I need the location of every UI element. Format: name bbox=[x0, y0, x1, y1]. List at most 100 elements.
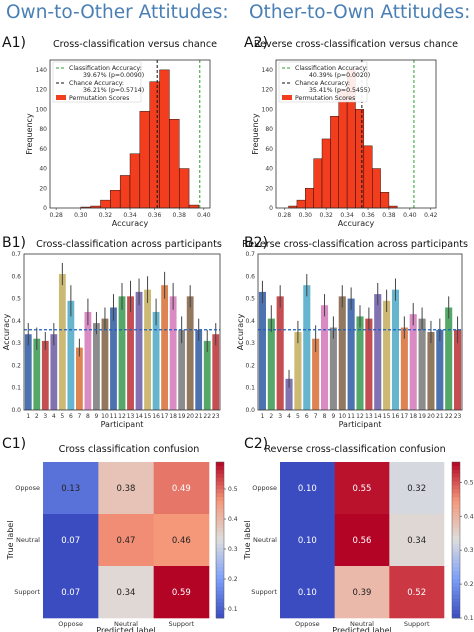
hist-bar bbox=[372, 168, 381, 209]
participant-bar bbox=[294, 332, 302, 410]
y-tick-label: 0.1 bbox=[11, 385, 21, 392]
y-tick-label: 0.7 bbox=[11, 251, 21, 258]
x-tick-label: 0.42 bbox=[424, 212, 438, 219]
y-tick-label: 0.7 bbox=[245, 251, 255, 258]
x-tick-label: 7 bbox=[314, 413, 318, 420]
colorbar-segment bbox=[216, 497, 224, 502]
x-tick-label: 10 bbox=[101, 413, 109, 420]
participant-bar bbox=[267, 318, 275, 410]
colorbar-segment bbox=[216, 501, 224, 506]
heatmap-cell bbox=[153, 514, 210, 567]
colorbar-segment bbox=[452, 575, 460, 580]
x-axis-label: Participant bbox=[339, 420, 382, 429]
heatmap-cell bbox=[43, 462, 99, 515]
colorbar-segment bbox=[452, 610, 460, 615]
y-tick-label: 20 bbox=[39, 185, 47, 192]
c2-heatmap: 0.10 0.55 0.32 0.10 0.56 0.34 0.10 0.39 0.52 Oppo… bbox=[243, 461, 474, 632]
x-tick-label: 1 bbox=[261, 413, 265, 420]
y-axis-label: True label bbox=[6, 521, 15, 561]
heatmap-cell bbox=[43, 514, 99, 567]
colorbar-tick-label: 0.4 bbox=[464, 513, 474, 520]
participant-bar bbox=[258, 291, 266, 410]
heatmap-cell bbox=[280, 566, 335, 619]
x-tick-label: 17 bbox=[401, 413, 409, 420]
colorbar-segment bbox=[216, 567, 224, 572]
heatmap-cell bbox=[334, 462, 390, 515]
row-label: Oppose bbox=[15, 484, 40, 492]
colorbar-tick-label: 0.5 bbox=[228, 486, 238, 493]
colorbar-segment bbox=[452, 477, 460, 482]
hist-bar bbox=[129, 153, 141, 209]
a1-panel-label: A1) bbox=[2, 35, 26, 51]
x-tick-label: 5 bbox=[296, 413, 300, 420]
colorbar-segment bbox=[452, 481, 460, 486]
participant-bar bbox=[186, 296, 194, 410]
x-tick-label: 0.28 bbox=[49, 212, 63, 219]
participant-bar bbox=[144, 289, 151, 410]
x-tick-label: 0.38 bbox=[382, 212, 396, 219]
colorbar-segment bbox=[216, 536, 224, 541]
colorbar-segment bbox=[452, 567, 460, 572]
colorbar-segment bbox=[216, 465, 224, 471]
b1-plot-frame bbox=[23, 253, 221, 411]
colorbar-frame bbox=[451, 461, 461, 619]
heatmap-cell-value: 0.39 bbox=[353, 588, 372, 598]
hist-bar bbox=[330, 116, 339, 209]
legend-classification-label: Classification Accuracy: bbox=[295, 65, 368, 72]
a2-panel-label: A2) bbox=[244, 35, 268, 51]
y-tick-label: 40 bbox=[265, 166, 273, 173]
heatmap-cell bbox=[153, 566, 210, 619]
legend: Classification Accuracy:40.39% (p=0.0020… bbox=[278, 61, 370, 103]
x-tick-label: 12 bbox=[118, 413, 126, 420]
a1-plot-frame bbox=[49, 59, 211, 209]
colorbar-segment bbox=[216, 516, 224, 521]
colorbar-segment bbox=[452, 524, 460, 529]
heatmap-cell-value: 0.32 bbox=[407, 484, 426, 494]
y-tick-label: 0.3 bbox=[245, 340, 255, 347]
colorbar-segment bbox=[452, 469, 460, 475]
x-tick-label: 10 bbox=[338, 413, 346, 420]
column-label: Oppose bbox=[295, 620, 320, 628]
y-tick-label: 80 bbox=[39, 126, 47, 133]
colorbar-segment bbox=[216, 579, 224, 584]
a2-title: Reverse cross-classification versus chan… bbox=[254, 39, 458, 50]
x-tick-label: 21 bbox=[436, 413, 444, 420]
participant-bar bbox=[24, 334, 32, 410]
x-tick-label: 16 bbox=[152, 413, 160, 420]
x-tick-label: 8 bbox=[323, 413, 327, 420]
colorbar-segment bbox=[452, 465, 460, 471]
x-tick-label: 21 bbox=[195, 413, 203, 420]
b2-title: Reverse cross-classification across part… bbox=[242, 239, 468, 250]
column-label: Support bbox=[404, 620, 430, 628]
column-label: Neutral bbox=[350, 620, 374, 628]
colorbar-segment bbox=[452, 485, 460, 490]
colorbar-segment bbox=[216, 559, 224, 564]
colorbar-segment bbox=[216, 555, 224, 560]
x-tick-label: 12 bbox=[356, 413, 364, 420]
heatmap-cell-value: 0.10 bbox=[298, 588, 317, 598]
hist-bar bbox=[355, 109, 365, 209]
colorbar-segment bbox=[452, 540, 460, 545]
heatmap-cell bbox=[280, 514, 335, 567]
heatmap-cell bbox=[98, 462, 154, 515]
participant-bar bbox=[400, 327, 408, 410]
x-tick-label: 18 bbox=[169, 413, 177, 420]
y-tick-label: 60 bbox=[39, 146, 47, 153]
participant-bar bbox=[67, 300, 75, 410]
participant-bar bbox=[427, 332, 435, 410]
row-label: Neutral bbox=[253, 536, 277, 544]
y-tick-label: 0.6 bbox=[245, 273, 255, 280]
b1-title: Cross-classification across participants bbox=[36, 239, 222, 250]
colorbar-segment bbox=[452, 516, 460, 521]
colorbar-frame bbox=[215, 461, 225, 619]
participant-bar bbox=[110, 307, 117, 410]
colorbar-tick-label: 0.3 bbox=[464, 547, 474, 554]
participant-bar bbox=[152, 311, 160, 410]
y-tick-label: 100 bbox=[36, 106, 48, 113]
x-tick-label: 22 bbox=[203, 413, 211, 420]
y-tick-label: 0.1 bbox=[245, 385, 255, 392]
y-tick-label: 0.2 bbox=[245, 362, 255, 369]
a1-title: Cross-classification versus chance bbox=[53, 39, 217, 50]
hist-bar bbox=[179, 168, 190, 209]
colorbar-segment bbox=[452, 547, 460, 553]
